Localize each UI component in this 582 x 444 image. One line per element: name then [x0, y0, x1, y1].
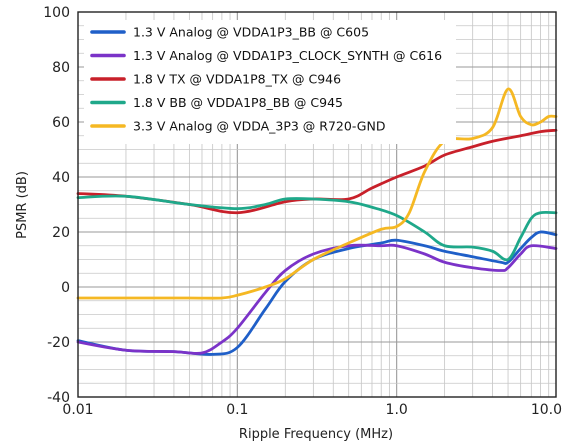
legend-entry-label: 3.3 V Analog @ VDDA_3P3 @ R720-GND	[133, 119, 385, 134]
legend-entry-label: 1.8 V TX @ VDDA1P8_TX @ C946	[133, 72, 341, 87]
legend-entry-label: 1.3 V Analog @ VDDA1P3_CLOCK_SYNTH @ C61…	[133, 48, 442, 63]
series-line-2	[76, 243, 558, 355]
y-tick-label: 100	[43, 5, 70, 21]
series-line-4	[76, 194, 558, 262]
legend: 1.3 V Analog @ VDDA1P3_BB @ C605 1.3 V An…	[84, 20, 456, 144]
plot-frame	[77, 11, 557, 398]
legend-background	[84, 20, 456, 144]
x-tick-label: 1.0	[386, 402, 408, 418]
y-tick-labels: -40 -20 0 20 40 60 80 100	[43, 5, 70, 406]
x-tick-labels: 0.01 0.1 1.0 10.0	[62, 402, 562, 418]
series-line-3	[76, 128, 558, 215]
series-layer	[76, 87, 558, 356]
y-tick-label: 60	[52, 115, 70, 131]
series-line-1	[76, 230, 558, 356]
x-tick-label: 10.0	[531, 402, 562, 418]
series-line-5	[76, 87, 558, 300]
y-tick-label: -40	[47, 390, 70, 406]
y-axis-label: PSMR (dB)	[15, 171, 30, 239]
x-axis-label: Ripple Frequency (MHz)	[239, 427, 393, 442]
legend-entry-label: 1.8 V BB @ VDDA1P8_BB @ C945	[133, 95, 343, 110]
x-tick-label: 0.01	[62, 402, 93, 418]
y-tick-label: -20	[47, 335, 70, 351]
y-tick-label: 0	[61, 280, 70, 296]
y-tick-label: 20	[52, 225, 70, 241]
x-tick-label: 0.1	[226, 402, 248, 418]
y-tick-label: 40	[52, 170, 70, 186]
legend-entry-label: 1.3 V Analog @ VDDA1P3_BB @ C605	[133, 25, 369, 40]
y-tick-label: 80	[52, 60, 70, 76]
